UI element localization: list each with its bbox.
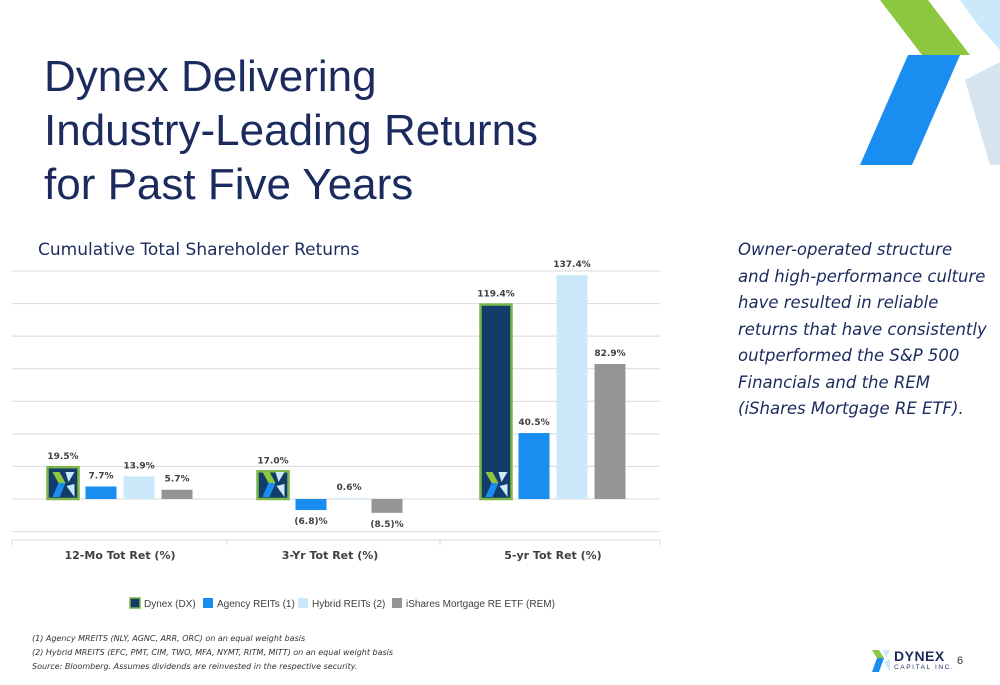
chart-legend: Dynex (DX) Agency REITs (1) Hybrid REITs (… bbox=[129, 597, 555, 610]
side-text-line: (iShares Mortgage RE ETF). bbox=[738, 399, 964, 418]
side-text-line: Owner-operated structure bbox=[738, 240, 953, 259]
data-label: 0.6% bbox=[337, 483, 362, 493]
icon-part bbox=[262, 472, 276, 483]
bar bbox=[556, 275, 588, 499]
legend-swatch bbox=[298, 598, 308, 608]
corner-blue-shape bbox=[860, 55, 960, 165]
bar bbox=[518, 433, 550, 499]
data-label: 19.5% bbox=[47, 452, 78, 462]
x-tick-label: 5-yr Tot Ret (%) bbox=[504, 549, 601, 562]
legend-swatch bbox=[129, 597, 141, 609]
icon-part bbox=[499, 484, 508, 497]
dynex-logo-mark-icon bbox=[872, 650, 890, 672]
legend-label: Hybrid REITs (2) bbox=[312, 599, 385, 610]
title-line-1: Dynex Delivering bbox=[44, 52, 377, 101]
data-label: 13.9% bbox=[123, 461, 154, 471]
footnote-2: (2) Hybrid MREITS (EFC, PMT, CIM, TWO, M… bbox=[32, 648, 394, 657]
data-label: (8.5)% bbox=[370, 520, 403, 530]
page-title: Dynex Delivering Industry-Leading Return… bbox=[44, 50, 538, 212]
icon-part bbox=[485, 483, 499, 497]
icon-part bbox=[65, 472, 75, 482]
chart-title: Cumulative Total Shareholder Returns bbox=[38, 240, 360, 260]
data-label: 119.4% bbox=[477, 290, 515, 300]
bar bbox=[594, 363, 626, 499]
footnote-1: (1) Agency MREITS (NLY, AGNC, ARR, ORC) … bbox=[32, 634, 306, 643]
corner-light-shape-2 bbox=[965, 62, 1000, 165]
bar bbox=[85, 486, 117, 499]
side-text-line: outperformed the S&P 500 bbox=[738, 346, 960, 365]
icon-part bbox=[262, 483, 276, 497]
title-line-2: Industry-Leading Returns bbox=[44, 106, 539, 155]
chart-data-labels: 19.5% 17.0% 119.4% 7.7% (6.8)% 40.5% 13.9% 0.6%… bbox=[47, 260, 625, 530]
side-text-line: have resulted in reliable bbox=[738, 293, 939, 312]
corner-green-shape bbox=[880, 0, 970, 55]
side-text-line: and high-performance culture bbox=[738, 266, 986, 286]
footnote-source: Source: Bloomberg. Assumes dividends are… bbox=[32, 662, 358, 671]
bar bbox=[479, 303, 513, 501]
chart-bars bbox=[46, 275, 626, 513]
data-label: (6.8)% bbox=[294, 517, 327, 527]
logo-subtitle: CAPITAL INC. bbox=[894, 664, 955, 671]
data-label: 5.7% bbox=[165, 475, 190, 485]
icon-part bbox=[52, 483, 66, 497]
icon-part bbox=[66, 484, 75, 497]
data-label: 137.4% bbox=[553, 260, 591, 270]
icon-part bbox=[485, 472, 499, 483]
side-text-line: Financials and the REM bbox=[738, 372, 931, 392]
bar bbox=[371, 499, 403, 513]
icon-part bbox=[276, 484, 285, 497]
icon-part bbox=[52, 472, 66, 483]
corner-light-shape bbox=[960, 0, 1000, 50]
x-tick-label: 3-Yr Tot Ret (%) bbox=[282, 549, 379, 562]
dynex-bar-icon bbox=[485, 472, 508, 497]
bar bbox=[161, 489, 193, 499]
side-commentary: Owner-operated structure and high-perfor… bbox=[738, 237, 1000, 423]
side-text-line: returns that have consistently bbox=[738, 319, 987, 339]
dynex-logo: DYNEX CAPITAL INC. bbox=[872, 648, 955, 674]
legend-label: iShares Mortgage RE ETF (REM) bbox=[406, 599, 555, 610]
legend-swatch bbox=[392, 598, 402, 608]
dynex-bar-icon bbox=[52, 472, 75, 497]
dynex-bar-icon bbox=[262, 472, 285, 497]
title-line-3: for Past Five Years bbox=[44, 160, 414, 209]
data-label: 7.7% bbox=[89, 471, 114, 481]
bar bbox=[333, 498, 365, 499]
page-number: 6 bbox=[957, 655, 964, 667]
legend-label: Dynex (DX) bbox=[144, 599, 196, 610]
chart-gridlines bbox=[12, 270, 660, 533]
data-label: 17.0% bbox=[257, 456, 288, 466]
chart-x-axis: 12-Mo Tot Ret (%) 3-Yr Tot Ret (%) 5-yr To… bbox=[11, 539, 661, 562]
icon-part bbox=[498, 472, 508, 482]
legend-swatch bbox=[203, 598, 213, 608]
logo-wordmark: DYNEX bbox=[894, 648, 945, 664]
x-tick-label: 12-Mo Tot Ret (%) bbox=[65, 549, 176, 562]
dynex-corner-logo-graphic bbox=[860, 0, 1000, 165]
legend-label: Agency REITs (1) bbox=[217, 599, 295, 610]
bar bbox=[123, 476, 155, 499]
footnotes: (1) Agency MREITS (NLY, AGNC, ARR, ORC) … bbox=[32, 632, 393, 674]
bar bbox=[295, 499, 327, 511]
data-label: 40.5% bbox=[518, 418, 549, 428]
icon-part bbox=[275, 472, 285, 482]
data-label: 82.9% bbox=[594, 349, 625, 359]
